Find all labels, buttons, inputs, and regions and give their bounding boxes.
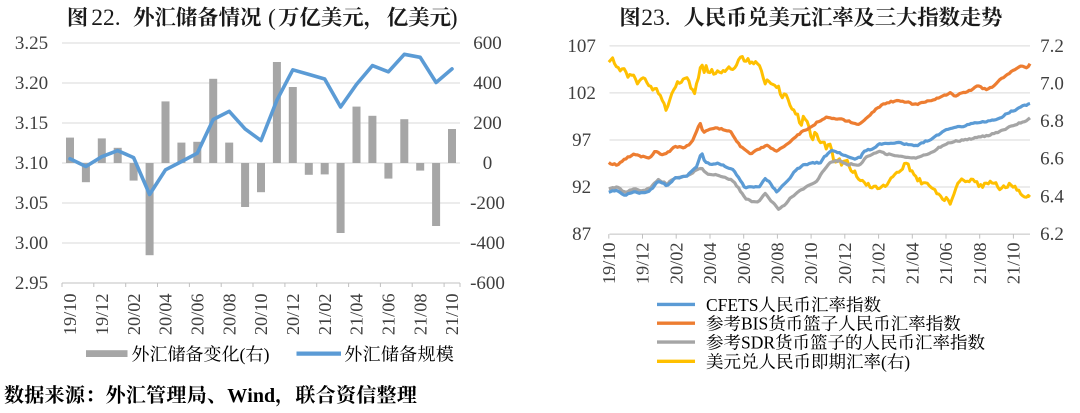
svg-text:21/10: 21/10 <box>442 294 462 336</box>
svg-text:(: ( <box>268 5 276 31</box>
svg-text:(: ( <box>881 352 887 372</box>
svg-text:21/02: 21/02 <box>869 243 889 285</box>
svg-text:21/06: 21/06 <box>379 294 399 336</box>
svg-text:22.: 22. <box>91 5 120 31</box>
svg-text:19/12: 19/12 <box>92 294 112 336</box>
svg-text:97: 97 <box>572 130 591 151</box>
svg-text:3.20: 3.20 <box>15 73 48 94</box>
svg-text:-200: -200 <box>470 193 505 214</box>
svg-text:): ) <box>904 352 910 372</box>
svg-text:3.15: 3.15 <box>15 113 48 134</box>
svg-text:20/08: 20/08 <box>219 294 239 336</box>
svg-text:92: 92 <box>572 177 591 198</box>
svg-text:19/10: 19/10 <box>599 243 619 285</box>
svg-text:SDR: SDR <box>741 333 775 353</box>
svg-text:600: 600 <box>473 33 502 54</box>
svg-text:6.8: 6.8 <box>1040 111 1064 132</box>
svg-text:): ) <box>264 344 270 365</box>
svg-text:21/06: 21/06 <box>936 243 956 285</box>
svg-text:102: 102 <box>567 83 596 104</box>
svg-text:3.10: 3.10 <box>15 153 48 174</box>
svg-text:19/10: 19/10 <box>60 294 80 336</box>
svg-text:3.00: 3.00 <box>15 233 48 254</box>
svg-text:6.2: 6.2 <box>1040 224 1064 245</box>
svg-text:19/12: 19/12 <box>633 243 653 285</box>
svg-text:20/10: 20/10 <box>801 243 821 285</box>
svg-text:Wind: Wind <box>227 385 275 407</box>
svg-text:(: ( <box>240 344 246 365</box>
svg-text:7.2: 7.2 <box>1040 36 1064 57</box>
svg-text:20/06: 20/06 <box>734 243 754 285</box>
svg-text:20/12: 20/12 <box>835 243 855 285</box>
svg-text:20/02: 20/02 <box>666 243 686 285</box>
svg-text:87: 87 <box>572 224 591 245</box>
svg-text:CFETS: CFETS <box>706 295 759 315</box>
svg-text:20/04: 20/04 <box>700 243 720 285</box>
svg-text:20/06: 20/06 <box>188 294 208 336</box>
svg-text:21/08: 21/08 <box>410 294 430 336</box>
svg-text:-600: -600 <box>470 273 505 294</box>
svg-text:BIS: BIS <box>741 314 768 334</box>
svg-text:6.6: 6.6 <box>1040 149 1064 170</box>
svg-text:3.05: 3.05 <box>15 193 48 214</box>
svg-text:20/08: 20/08 <box>768 243 788 285</box>
svg-text:20/02: 20/02 <box>124 294 144 336</box>
svg-text:23.: 23. <box>641 5 670 31</box>
svg-text:21/02: 21/02 <box>315 294 335 336</box>
svg-text:20/10: 20/10 <box>251 294 271 336</box>
svg-text:20/04: 20/04 <box>156 294 176 336</box>
svg-text:6.4: 6.4 <box>1040 186 1064 207</box>
svg-text:0: 0 <box>483 153 493 174</box>
svg-text:20/12: 20/12 <box>283 294 303 336</box>
svg-text:21/10: 21/10 <box>1004 243 1024 285</box>
svg-text:400: 400 <box>473 73 502 94</box>
svg-text:3.25: 3.25 <box>15 33 48 54</box>
svg-text:2.95: 2.95 <box>15 273 48 294</box>
svg-text:): ) <box>450 5 458 31</box>
svg-text:-400: -400 <box>470 233 505 254</box>
svg-text:21/04: 21/04 <box>347 294 367 336</box>
svg-text:21/04: 21/04 <box>902 243 922 285</box>
svg-text:200: 200 <box>473 113 502 134</box>
svg-text:21/08: 21/08 <box>970 243 990 285</box>
svg-text:107: 107 <box>567 36 596 57</box>
svg-text:7.0: 7.0 <box>1040 73 1064 94</box>
